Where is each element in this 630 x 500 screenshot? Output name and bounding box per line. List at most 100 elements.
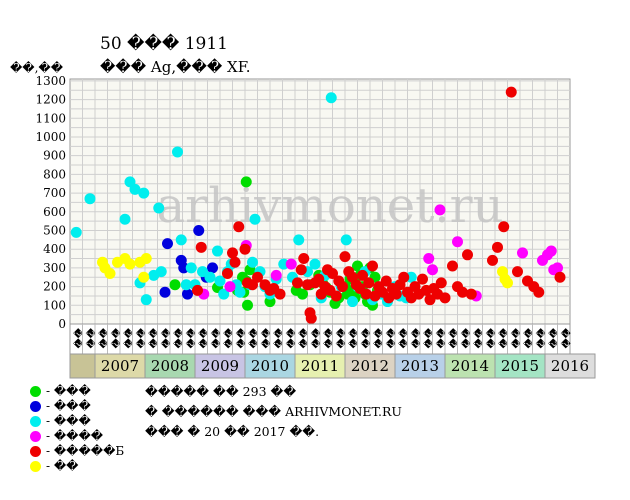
y-tick-label: 1300 xyxy=(35,74,66,88)
data-point-series-4 xyxy=(298,253,310,265)
quarter-label: �� xyxy=(483,328,496,349)
data-point-series-5 xyxy=(124,258,136,270)
quarter-label: �� xyxy=(71,328,84,349)
year-label: 2012 xyxy=(351,357,389,375)
data-point-series-0 xyxy=(352,260,363,272)
data-point-series-2 xyxy=(84,193,96,205)
data-point-series-4 xyxy=(274,288,286,300)
data-point-series-3 xyxy=(224,281,236,293)
data-point-series-4 xyxy=(439,292,451,304)
data-point-series-4 xyxy=(512,266,523,278)
quarter-label: �� xyxy=(358,328,371,349)
data-point-series-2 xyxy=(249,213,261,225)
data-point-series-4 xyxy=(192,284,203,296)
data-point-series-2 xyxy=(155,266,167,278)
data-point-series-0 xyxy=(240,176,252,188)
data-point-series-1 xyxy=(159,286,171,298)
data-point-series-4 xyxy=(227,247,238,259)
legend-label-cyan: - ��� xyxy=(46,414,91,428)
year-label: 2015 xyxy=(501,357,539,375)
data-point-series-2 xyxy=(138,187,150,199)
year-label: 2009 xyxy=(201,357,239,375)
data-point-series-1 xyxy=(207,262,218,274)
data-point-series-2 xyxy=(309,258,321,270)
watermark-text: arhivmonet.ru xyxy=(156,178,503,234)
data-point-series-4 xyxy=(339,251,351,263)
quarter-label: �� xyxy=(558,328,571,349)
year-label: 2008 xyxy=(151,357,189,375)
quarter-label: �� xyxy=(296,328,309,349)
data-point-series-3 xyxy=(270,269,282,281)
quarter-label: �� xyxy=(521,328,534,349)
data-point-series-3 xyxy=(434,204,446,216)
legend-label-blue: - ��� xyxy=(46,399,91,413)
data-point-series-4 xyxy=(327,268,338,280)
year-cell xyxy=(394,353,446,379)
quarter-label: �� xyxy=(271,328,284,349)
quarter-label: �� xyxy=(246,328,259,349)
y-tick-label: 100 xyxy=(43,298,66,312)
year-cell xyxy=(544,353,596,379)
data-point-series-3 xyxy=(427,264,438,276)
legend-label-magenta: - ���� xyxy=(46,429,104,443)
data-point-series-5 xyxy=(138,271,150,283)
year-label: 2010 xyxy=(251,357,289,375)
data-point-series-4 xyxy=(292,277,303,289)
data-point-series-3 xyxy=(285,258,297,270)
quarter-label: �� xyxy=(158,328,171,349)
data-point-series-4 xyxy=(357,269,368,281)
data-point-series-2 xyxy=(129,183,141,195)
year-label: 2013 xyxy=(401,357,439,375)
data-point-series-3 xyxy=(423,253,435,265)
y-tick-label: 200 xyxy=(43,280,66,294)
y-tick-label: 1200 xyxy=(35,93,66,107)
legend-swatch-cyan xyxy=(30,416,41,427)
data-point-series-4 xyxy=(462,249,473,261)
data-point-series-2 xyxy=(180,279,192,291)
data-point-series-4 xyxy=(295,264,307,276)
data-point-series-4 xyxy=(195,241,207,253)
data-point-series-4 xyxy=(554,271,566,283)
quarter-label: �� xyxy=(458,328,471,349)
y-tick-label: 500 xyxy=(43,223,66,237)
data-point-series-2 xyxy=(212,245,223,257)
legend-swatch-magenta xyxy=(30,431,41,442)
note-line-source: � ������ ��� ARHIVMONET.RU xyxy=(145,404,402,419)
data-point-series-1 xyxy=(162,238,173,250)
quarter-label: �� xyxy=(258,328,271,349)
legend-label-yellow: - �� xyxy=(46,459,79,473)
quarter-label: �� xyxy=(383,328,396,349)
data-point-series-2 xyxy=(172,146,183,158)
quarter-label: �� xyxy=(308,328,321,349)
data-point-series-2 xyxy=(340,234,352,246)
year-cell xyxy=(444,353,496,379)
data-point-series-2 xyxy=(70,226,82,238)
data-point-series-5 xyxy=(502,277,513,289)
legend-swatch-yellow xyxy=(30,461,41,472)
y-tick-label: 0 xyxy=(58,317,66,331)
quarter-label: �� xyxy=(333,328,346,349)
y-tick-label: 900 xyxy=(43,149,66,163)
year-label: 2016 xyxy=(551,357,589,375)
data-point-series-3 xyxy=(452,236,463,248)
data-point-series-4 xyxy=(424,294,436,306)
year-cell xyxy=(344,353,396,379)
data-point-series-2 xyxy=(234,286,246,298)
y-tick-label: 400 xyxy=(43,242,66,256)
year-label: 2011 xyxy=(301,357,339,375)
data-point-series-3 xyxy=(545,245,557,257)
quarter-label: �� xyxy=(196,328,209,349)
quarter-label: �� xyxy=(146,328,159,349)
quarter-label: �� xyxy=(133,328,146,349)
data-point-series-4 xyxy=(330,290,342,302)
data-point-series-0 xyxy=(297,288,308,300)
year-cell xyxy=(294,353,346,379)
y-tick-label: 800 xyxy=(43,167,66,181)
data-point-series-4 xyxy=(305,312,317,324)
data-point-series-2 xyxy=(247,256,258,268)
y-tick-label: 700 xyxy=(43,186,66,200)
y-tick-label: 1100 xyxy=(35,111,66,125)
legend-swatch-blue xyxy=(30,401,41,412)
